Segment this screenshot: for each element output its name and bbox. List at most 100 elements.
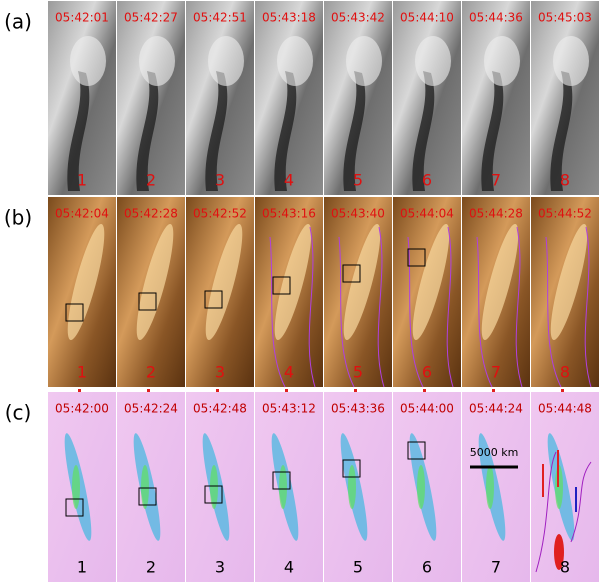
region-box (407, 441, 426, 460)
time-marker (285, 389, 288, 392)
panel-number: 6 (422, 363, 432, 382)
time-marker (78, 389, 81, 392)
emission-core (348, 465, 356, 509)
bright-structure (205, 223, 243, 341)
bright-structure (553, 36, 589, 86)
timestamp: 05:43:12 (262, 402, 316, 416)
emission-core (417, 465, 425, 509)
region-box (138, 292, 157, 311)
timestamp: 05:42:27 (124, 11, 178, 25)
emission-core (72, 465, 80, 509)
row-label: (c) (5, 401, 32, 425)
panel-number: 7 (491, 171, 501, 190)
contour (407, 226, 454, 388)
emission-core (486, 465, 494, 509)
panel-number: 2 (146, 363, 156, 382)
dark-structure (205, 71, 228, 191)
contour (269, 226, 316, 388)
time-marker (561, 389, 564, 392)
dark-structure (481, 71, 504, 191)
region-box (65, 303, 84, 322)
time-marker (354, 389, 357, 392)
contour (545, 226, 592, 388)
region-box (342, 264, 361, 283)
region-box (272, 471, 291, 490)
region-box (272, 276, 291, 295)
emission-core (210, 465, 218, 509)
panel-number: 7 (491, 558, 501, 577)
bright-structure (481, 223, 519, 341)
timestamp: 05:44:24 (469, 402, 523, 416)
time-marker (492, 389, 495, 392)
panel-number: 5 (353, 171, 363, 190)
bright-structure (346, 36, 382, 86)
panel-number: 2 (146, 171, 156, 190)
bright-structure (139, 36, 175, 86)
timestamp: 05:43:42 (331, 11, 385, 25)
panel-number: 1 (77, 363, 87, 382)
bright-structure (274, 223, 312, 341)
bright-structure (550, 223, 588, 341)
timestamp: 05:44:10 (400, 11, 454, 25)
timestamp: 05:42:01 (55, 11, 109, 25)
panel-number: 8 (560, 171, 570, 190)
emission-peak (554, 534, 564, 570)
bright-structure (415, 36, 451, 86)
panel-number: 8 (560, 363, 570, 382)
panel-number: 8 (560, 558, 570, 577)
emission-core (279, 465, 287, 509)
panel-number: 3 (215, 363, 225, 382)
contour (535, 451, 592, 573)
timestamp: 05:42:04 (55, 207, 109, 221)
dark-structure (412, 71, 435, 191)
timestamp: 05:44:36 (469, 11, 523, 25)
bright-structure (208, 36, 244, 86)
timestamp: 05:43:18 (262, 11, 316, 25)
timestamp: 05:42:24 (124, 402, 178, 416)
panel-number: 1 (77, 171, 87, 190)
emission-core (141, 465, 149, 509)
contour (476, 226, 523, 388)
scale-bar-label: 5000 km (470, 446, 519, 459)
time-marker (147, 389, 150, 392)
dark-structure (67, 71, 90, 191)
region-box (138, 487, 157, 506)
panel-number: 6 (422, 558, 432, 577)
timestamp: 05:44:48 (538, 402, 592, 416)
timestamp: 05:42:48 (193, 402, 247, 416)
row-label: (b) (4, 206, 32, 230)
timestamp: 05:45:03 (538, 11, 592, 25)
bright-structure (484, 36, 520, 86)
panel-number: 1 (77, 558, 87, 577)
panel-number: 4 (284, 171, 294, 190)
region-box (65, 498, 84, 517)
timestamp: 05:42:00 (55, 402, 109, 416)
timestamp: 05:43:16 (262, 207, 316, 221)
dark-structure (274, 71, 297, 191)
panel-number: 3 (215, 558, 225, 577)
region-box (204, 485, 223, 504)
timestamp: 05:42:52 (193, 207, 247, 221)
timestamp: 05:44:28 (469, 207, 523, 221)
bright-structure (343, 223, 381, 341)
timestamp: 05:42:51 (193, 11, 247, 25)
timestamp: 05:43:40 (331, 207, 385, 221)
panel-number: 2 (146, 558, 156, 577)
timestamp: 05:44:04 (400, 207, 454, 221)
row-label: (a) (4, 10, 32, 34)
contour (338, 226, 385, 388)
panel-number: 4 (284, 558, 294, 577)
bright-structure (70, 36, 106, 86)
bright-structure (136, 223, 174, 341)
region-box (342, 459, 361, 478)
region-box (204, 290, 223, 309)
region-box (407, 248, 426, 267)
panel-number: 5 (353, 558, 363, 577)
dark-structure (343, 71, 366, 191)
panel-number: 7 (491, 363, 501, 382)
bright-structure (277, 36, 313, 86)
bright-structure (412, 223, 450, 341)
time-marker (423, 389, 426, 392)
timestamp: 05:42:28 (124, 207, 178, 221)
